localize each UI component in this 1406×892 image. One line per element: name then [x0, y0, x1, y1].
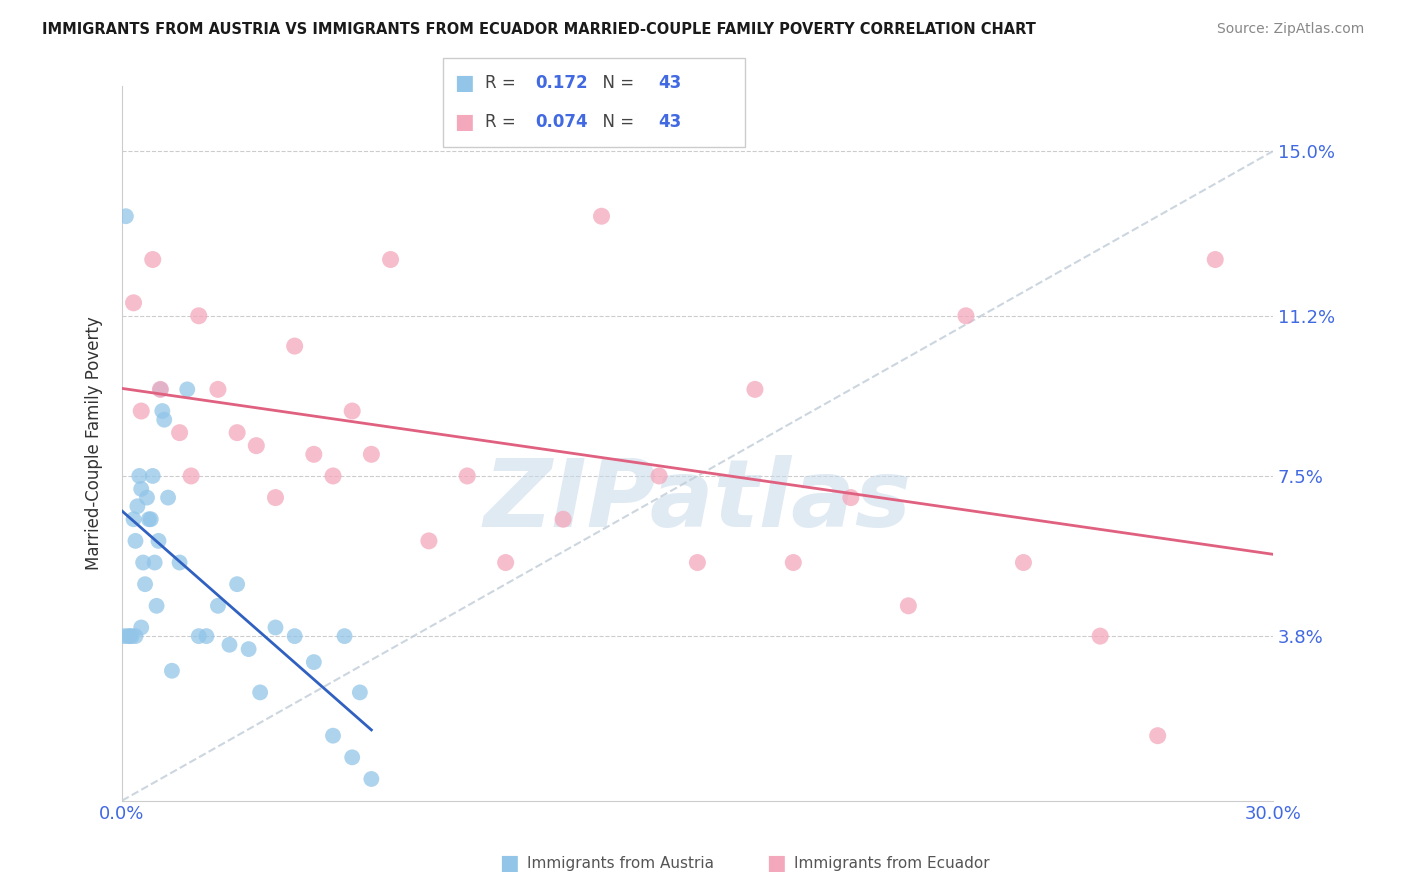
Point — [553, 512, 575, 526]
Point — [145, 599, 167, 613]
Point — [142, 252, 165, 267]
Point — [591, 209, 613, 223]
Point — [782, 556, 804, 570]
Point — [148, 533, 170, 548]
Point — [322, 469, 344, 483]
Text: ■: ■ — [499, 854, 519, 873]
Point — [187, 629, 209, 643]
Point — [132, 556, 155, 570]
Point — [418, 533, 440, 548]
Point — [129, 404, 152, 418]
Point — [118, 629, 141, 643]
Point — [249, 685, 271, 699]
Point — [134, 577, 156, 591]
Point — [180, 469, 202, 483]
Point — [955, 309, 977, 323]
Point — [226, 425, 249, 440]
Point — [128, 469, 150, 483]
Point — [121, 629, 143, 643]
Point — [238, 642, 260, 657]
Point — [897, 599, 920, 613]
Point — [495, 556, 517, 570]
Point — [136, 491, 159, 505]
Point — [129, 482, 152, 496]
Point — [139, 512, 162, 526]
Point — [157, 491, 180, 505]
Point — [142, 469, 165, 483]
Point — [1204, 252, 1226, 267]
Point — [349, 685, 371, 699]
Text: 0.074: 0.074 — [536, 113, 588, 131]
Point — [124, 629, 146, 643]
Point — [176, 383, 198, 397]
Point — [744, 383, 766, 397]
Point — [302, 655, 325, 669]
Point — [648, 469, 671, 483]
Point — [112, 629, 135, 643]
Text: ■: ■ — [454, 112, 474, 132]
Point — [169, 556, 191, 570]
Text: 43: 43 — [658, 74, 682, 92]
Point — [226, 577, 249, 591]
Point — [169, 425, 191, 440]
Text: Immigrants from Austria: Immigrants from Austria — [527, 856, 714, 871]
Text: 0.172: 0.172 — [536, 74, 588, 92]
Point — [340, 404, 363, 418]
Point — [153, 412, 176, 426]
Point — [207, 599, 229, 613]
Point — [149, 383, 172, 397]
Point — [117, 629, 139, 643]
Point — [839, 491, 862, 505]
Point — [127, 500, 149, 514]
Point — [340, 750, 363, 764]
Point — [207, 383, 229, 397]
Point — [124, 533, 146, 548]
Y-axis label: Married-Couple Family Poverty: Married-Couple Family Poverty — [86, 317, 103, 570]
Point — [160, 664, 183, 678]
Point — [302, 447, 325, 461]
Point — [129, 620, 152, 634]
Point — [322, 729, 344, 743]
Point — [143, 556, 166, 570]
Point — [150, 404, 173, 418]
Point — [264, 620, 287, 634]
Text: ZIPatlas: ZIPatlas — [484, 455, 911, 547]
Point — [218, 638, 240, 652]
Text: R =: R = — [485, 113, 522, 131]
Text: R =: R = — [485, 74, 522, 92]
Text: ■: ■ — [766, 854, 786, 873]
Point — [138, 512, 160, 526]
Point — [115, 209, 138, 223]
Point — [456, 469, 478, 483]
Point — [149, 383, 172, 397]
Text: 43: 43 — [658, 113, 682, 131]
Text: IMMIGRANTS FROM AUSTRIA VS IMMIGRANTS FROM ECUADOR MARRIED-COUPLE FAMILY POVERTY: IMMIGRANTS FROM AUSTRIA VS IMMIGRANTS FR… — [42, 22, 1036, 37]
Point — [360, 447, 382, 461]
Text: N =: N = — [592, 113, 640, 131]
Text: Immigrants from Ecuador: Immigrants from Ecuador — [794, 856, 990, 871]
Point — [1088, 629, 1111, 643]
Point — [360, 772, 382, 786]
Text: Source: ZipAtlas.com: Source: ZipAtlas.com — [1216, 22, 1364, 37]
Point — [187, 309, 209, 323]
Text: N =: N = — [592, 74, 640, 92]
Point — [686, 556, 709, 570]
Point — [333, 629, 356, 643]
Point — [122, 512, 145, 526]
Point — [245, 439, 267, 453]
Point — [1146, 729, 1168, 743]
Point — [264, 491, 287, 505]
Point — [195, 629, 218, 643]
Point — [122, 295, 145, 310]
Text: ■: ■ — [454, 73, 474, 93]
Point — [380, 252, 402, 267]
Point — [284, 629, 307, 643]
Point — [284, 339, 307, 353]
Point — [1012, 556, 1035, 570]
